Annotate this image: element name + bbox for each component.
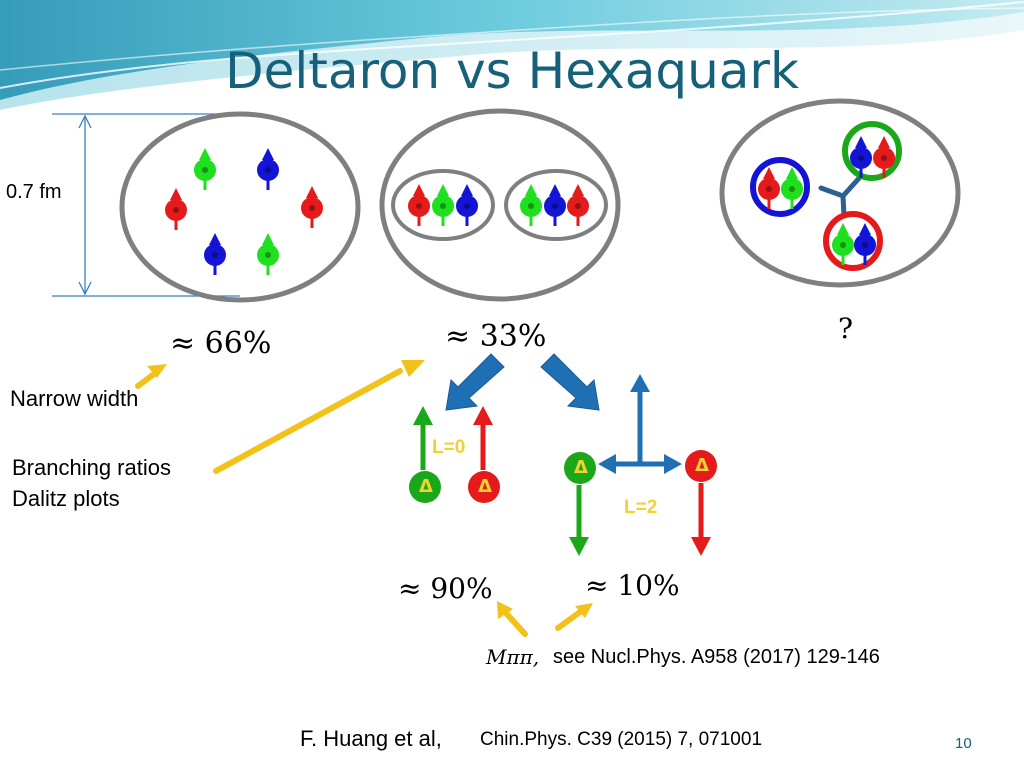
slide-title: Deltaron vs Hexaquark: [225, 42, 799, 100]
quark-green: [832, 223, 854, 265]
quark-green: [194, 148, 216, 190]
reference-nucl-phys: see Nucl.Phys. A958 (2017) 129-146: [553, 646, 880, 668]
label-l2: L=2: [624, 497, 658, 518]
delta-green-l2: [564, 452, 596, 484]
pointer-branching: [213, 368, 403, 474]
inner-delta-left: [391, 169, 495, 241]
citation-author: F. Huang et al,: [300, 726, 442, 751]
scale-label: 0.7 fm: [6, 181, 62, 203]
decay-arrows: [445, 353, 600, 411]
pointer-head-mpipi-left: [497, 601, 513, 619]
percent-delta-pair: ≈ 33%: [445, 319, 547, 354]
quark-red: [301, 186, 323, 228]
quark-red: [758, 167, 780, 209]
delta-symbol-green-l0: Δ: [419, 476, 433, 497]
pointer-head-branching: [401, 360, 425, 377]
mpipi-label: Mππ,: [486, 645, 540, 669]
citation-journal: Chin.Phys. C39 (2015) 7, 071001: [480, 729, 763, 750]
label-l0: L=0: [432, 437, 466, 458]
quark-green: [257, 233, 279, 275]
deltaron-cluster: [119, 111, 361, 303]
diquark-ring-blue: [750, 157, 810, 217]
hexaquark-cluster: [719, 98, 961, 288]
pointer-mpipi-left: [502, 609, 528, 637]
delta-red-l0: [468, 471, 500, 503]
pointer-mpipi-right: [555, 609, 583, 631]
quark-blue: [257, 148, 279, 190]
diquark-ring-red: [823, 211, 883, 271]
l0-spin-diagram: [409, 406, 500, 503]
pointer-arrows: [135, 368, 583, 637]
delta-green-l0: [409, 471, 441, 503]
size-scale: [52, 113, 240, 297]
delta-symbol-green-l2: Δ: [574, 457, 588, 478]
quark-red: [408, 184, 430, 226]
percent-hexaquark: ?: [838, 312, 854, 345]
delta-pair-cluster: [379, 108, 621, 302]
note-dalitz-plots: Dalitz plots: [12, 486, 120, 511]
quark-red: [567, 184, 589, 226]
quark-green: [432, 184, 454, 226]
page-number: 10: [955, 735, 972, 752]
percent-l0: ≈ 90%: [398, 572, 493, 605]
delta-symbol-red-l2: Δ: [695, 455, 709, 476]
quark-blue: [204, 233, 226, 275]
pointer-head-narrow: [147, 364, 167, 378]
delta-red-l2: [685, 450, 717, 482]
quark-blue: [456, 184, 478, 226]
note-branching-ratios: Branching ratios: [12, 455, 171, 480]
note-narrow-width: Narrow width: [10, 386, 139, 411]
decay-arrow-right: [540, 353, 600, 411]
l2-spin-diagram: [564, 374, 717, 556]
quark-layer: [165, 136, 895, 275]
header-wave-decoration: [0, 0, 1024, 110]
diquark-ring-green: [842, 121, 902, 181]
quark-blue: [854, 223, 876, 265]
hexaquark-structure: [750, 121, 902, 271]
quark-blue: [544, 184, 566, 226]
quark-green: [520, 184, 542, 226]
quark-blue: [850, 136, 872, 178]
quark-green: [781, 167, 803, 209]
quark-red: [165, 188, 187, 230]
pointer-head-mpipi-right: [575, 603, 593, 618]
percent-deltaron: ≈ 66%: [170, 326, 272, 361]
decay-arrow-left: [445, 353, 505, 411]
delta-symbol-red-l0: Δ: [478, 476, 492, 497]
percent-l2: ≈ 10%: [585, 569, 680, 602]
quark-red: [873, 136, 895, 178]
inner-delta-right: [504, 169, 608, 241]
